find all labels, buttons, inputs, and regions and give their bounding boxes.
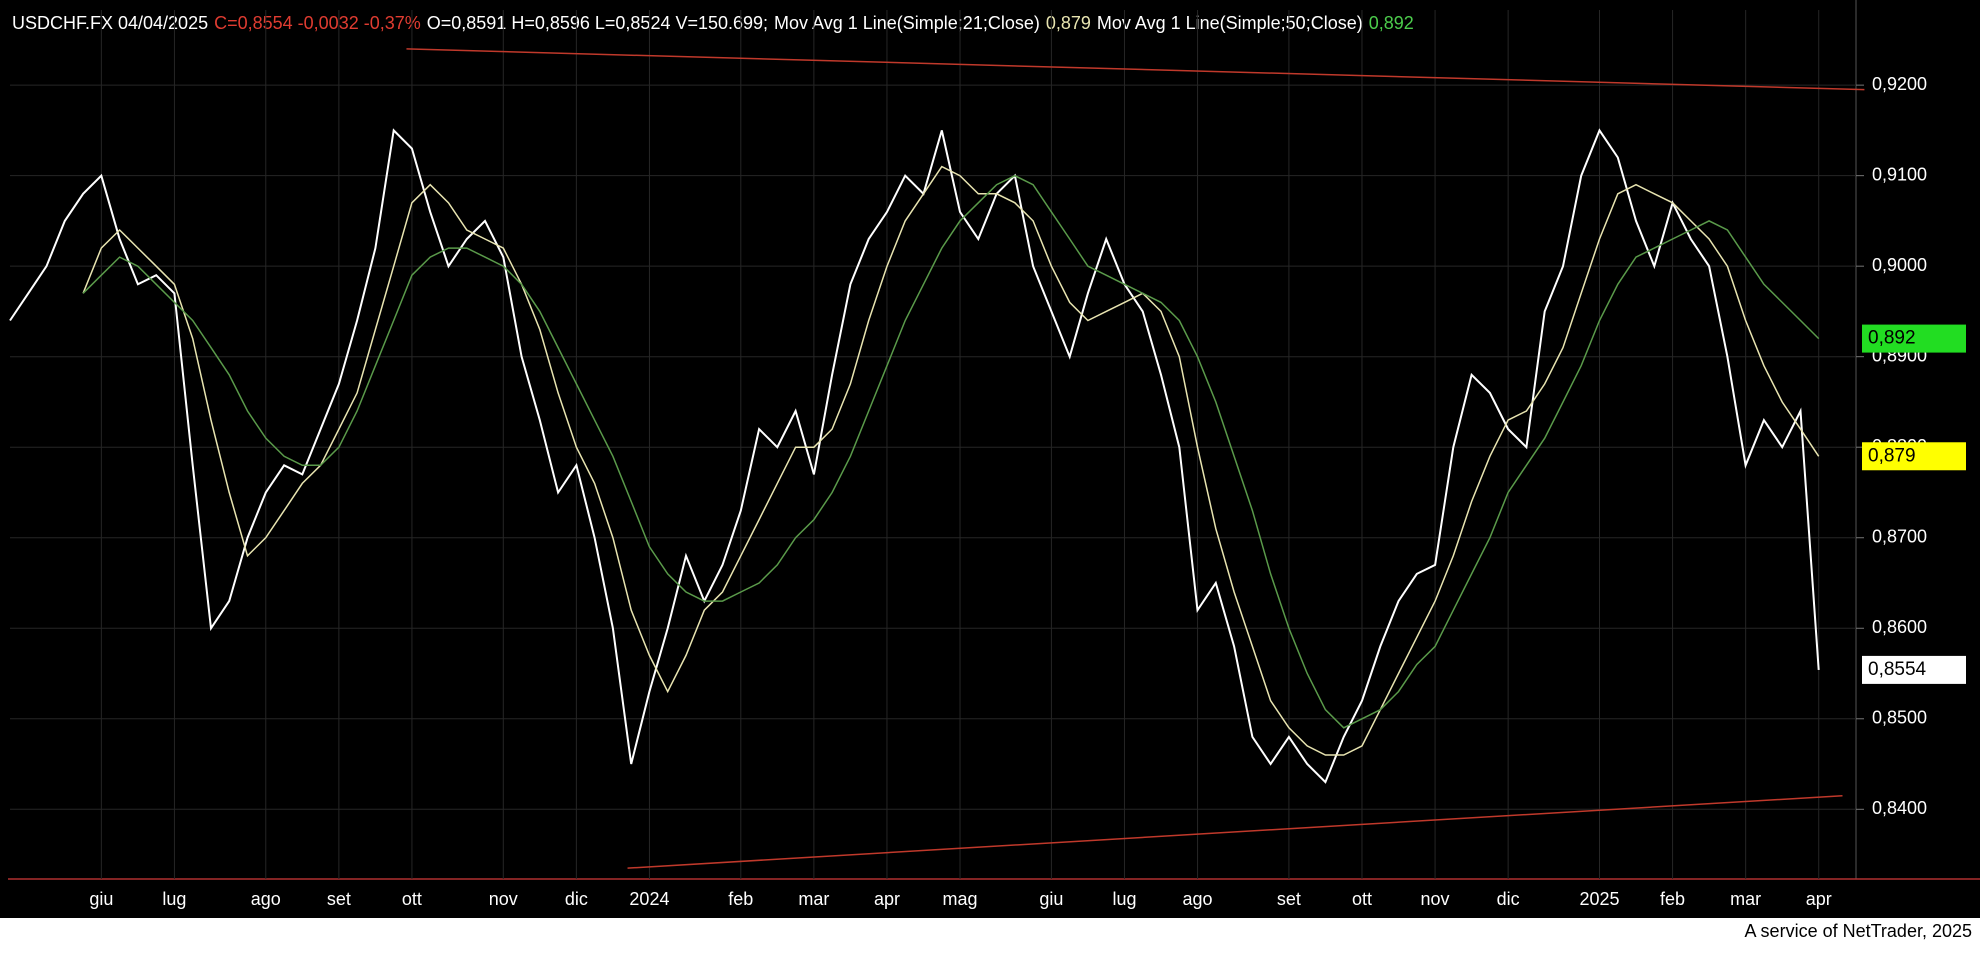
y-tick-label: 0,8400: [1872, 798, 1927, 818]
x-tick-label: ago: [251, 889, 281, 909]
x-tick-label: 2025: [1579, 889, 1619, 909]
y-tick-label: 0,9200: [1872, 74, 1927, 94]
x-tick-label: dic: [1497, 889, 1520, 909]
x-tick-label: nov: [489, 889, 518, 909]
x-tick-label: mar: [798, 889, 829, 909]
header-item: USDCHF.FX 04/04/2025: [12, 13, 208, 33]
header-item: 0,879: [1046, 13, 1091, 33]
x-tick-label: apr: [1806, 889, 1832, 909]
x-tick-label: feb: [728, 889, 753, 909]
last-value-label: 0,8554: [1868, 659, 1927, 680]
last-value-label: 0,879: [1868, 445, 1916, 466]
y-tick-label: 0,8500: [1872, 708, 1927, 728]
header-item: Mov Avg 1 Line(Simple;21;Close): [774, 13, 1040, 33]
x-tick-label: giu: [89, 889, 113, 909]
x-tick-label: lug: [1112, 889, 1136, 909]
x-tick-label: giu: [1039, 889, 1063, 909]
x-tick-label: feb: [1660, 889, 1685, 909]
last-value-box: [1862, 442, 1966, 471]
x-tick-label: dic: [565, 889, 588, 909]
header-item: 0,892: [1369, 13, 1414, 33]
x-tick-label: 2024: [629, 889, 669, 909]
y-tick-label: 0,9000: [1872, 255, 1927, 275]
trendline: [627, 794, 1843, 869]
y-tick-label: 0,8600: [1872, 617, 1927, 637]
series-line: [82, 165, 1820, 756]
x-tick-label: ott: [402, 889, 422, 909]
footer: A service of NetTrader, 2025: [1745, 921, 1972, 941]
x-tick-label: mar: [1730, 889, 1761, 909]
trendline: [406, 48, 1865, 91]
series-line: [82, 174, 1820, 729]
x-tick-label: set: [327, 889, 351, 909]
header-item: C=0,8554 -0,0032 -0,37%: [214, 13, 421, 33]
x-tick-label: apr: [874, 889, 900, 909]
x-tick-label: ago: [1183, 889, 1213, 909]
y-tick-label: 0,8700: [1872, 526, 1927, 546]
series-line: [9, 128, 1820, 784]
last-value-box: [1862, 655, 1966, 684]
last-value-label: 0,892: [1868, 328, 1916, 349]
chart-background: [0, 0, 1980, 918]
header-item: O=0,8591 H=0,8596 L=0,8524 V=150.699;: [427, 13, 768, 33]
header-item: Mov Avg 1 Line(Simple;50;Close): [1097, 13, 1363, 33]
y-tick-label: 0,9100: [1872, 164, 1927, 184]
last-value-box: [1862, 324, 1966, 353]
x-tick-label: lug: [162, 889, 186, 909]
header: USDCHF.FX 04/04/2025 C=0,8554 -0,0032 -0,…: [12, 13, 1414, 33]
x-tick-label: set: [1277, 889, 1301, 909]
x-tick-label: mag: [943, 889, 978, 909]
x-tick-label: nov: [1421, 889, 1450, 909]
x-tick-label: ott: [1352, 889, 1372, 909]
